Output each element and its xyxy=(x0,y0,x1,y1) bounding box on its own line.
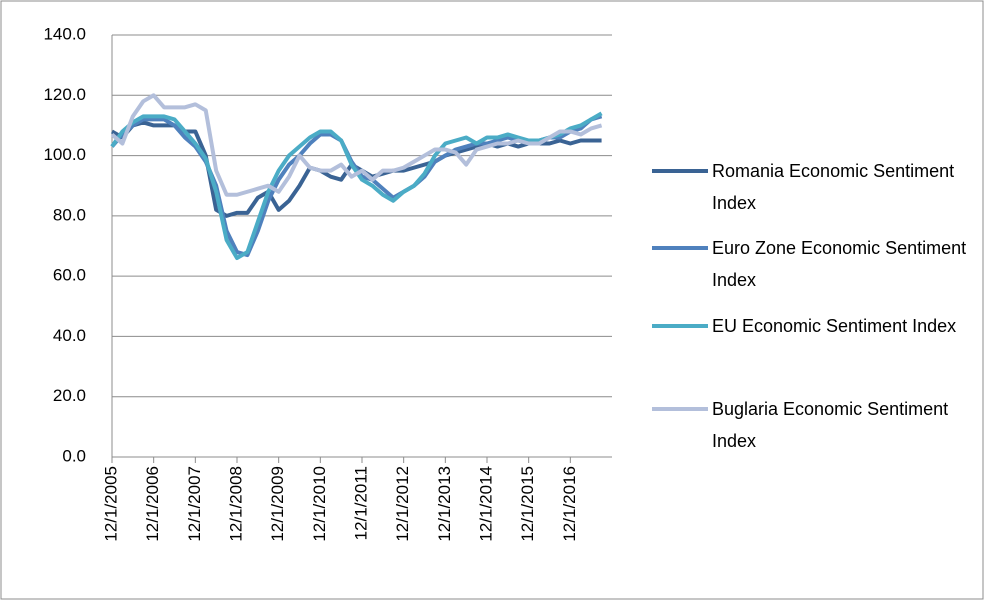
y-tick-label: 40.0 xyxy=(53,326,86,345)
y-tick-label: 100.0 xyxy=(43,145,86,164)
x-tick-label: 12/1/2009 xyxy=(268,466,287,542)
y-tick-label: 120.0 xyxy=(43,85,86,104)
x-tick-label: 12/1/2012 xyxy=(393,466,412,542)
legend-label: Buglaria Economic Sentiment Index xyxy=(712,399,949,451)
x-tick-label: 12/1/2011 xyxy=(351,466,370,540)
y-tick-label: 0.0 xyxy=(62,446,86,465)
x-tick-label: 12/1/2016 xyxy=(560,466,579,542)
x-tick-label: 12/1/2006 xyxy=(143,466,162,542)
legend-label: EU Economic Sentiment Index xyxy=(712,316,957,336)
x-tick-label: 12/1/2008 xyxy=(226,466,245,542)
x-tick-label: 12/1/2007 xyxy=(185,466,204,542)
x-tick-label: 12/1/2010 xyxy=(310,466,329,542)
y-tick-label: 20.0 xyxy=(53,386,86,405)
x-tick-label: 12/1/2014 xyxy=(476,466,495,542)
legend-label: Romania Economic Sentiment Index xyxy=(712,161,955,213)
y-tick-label: 80.0 xyxy=(53,205,86,224)
legend-label: Euro Zone Economic Sentiment Index xyxy=(712,238,967,290)
y-tick-label: 60.0 xyxy=(53,266,86,285)
x-tick-label: 12/1/2015 xyxy=(518,466,537,542)
series-line xyxy=(110,93,603,197)
x-tick-label: 12/1/2005 xyxy=(101,466,120,542)
y-tick-label: 140.0 xyxy=(43,24,86,43)
x-tick-label: 12/1/2013 xyxy=(435,466,454,542)
